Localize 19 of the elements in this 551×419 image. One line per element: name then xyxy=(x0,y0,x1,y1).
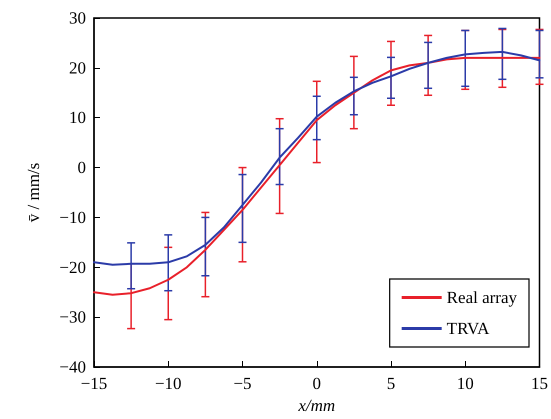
y-tick-label: −20 xyxy=(59,258,86,277)
y-tick-label: 0 xyxy=(78,158,86,178)
y-tick-label: −30 xyxy=(59,308,86,327)
x-tick-label: 15 xyxy=(531,374,548,393)
x-tick-label: −5 xyxy=(233,374,252,393)
y-tick-label: −40 xyxy=(59,358,86,376)
legend-label: TRVA xyxy=(446,319,490,338)
y-axis-title: v̄ / mm/s xyxy=(24,162,43,222)
x-tick-label: 5 xyxy=(386,374,396,393)
x-tick-label: 0 xyxy=(312,374,321,393)
y-tick-label: 20 xyxy=(69,58,86,78)
y-tick-label: 30 xyxy=(69,8,86,28)
y-tick-label: −10 xyxy=(59,208,86,227)
y-tick-label: 10 xyxy=(69,108,86,128)
x-axis-title: x/mm xyxy=(297,396,336,415)
x-tick-label: 10 xyxy=(456,374,474,393)
legend-label: Real array xyxy=(446,288,518,307)
x-tick-label: −15 xyxy=(80,374,108,393)
x-tick-label: −10 xyxy=(154,374,182,393)
